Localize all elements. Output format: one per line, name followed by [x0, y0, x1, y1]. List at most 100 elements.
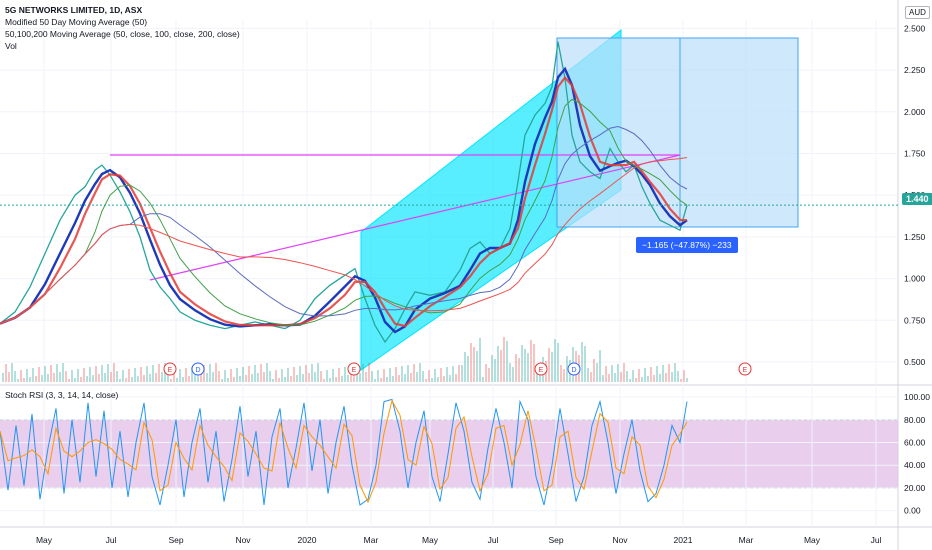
volume-bar — [482, 377, 484, 382]
volume-bar — [617, 364, 619, 382]
volume-bar — [302, 374, 304, 382]
event-marker — [738, 362, 752, 376]
time-tick-label: Jul — [488, 535, 499, 545]
volume-bar — [17, 379, 19, 382]
volume-bar — [137, 376, 139, 382]
volume-bar — [497, 346, 499, 382]
volume-bar — [233, 377, 235, 382]
stoch-tick-label: 0.00 — [904, 506, 921, 516]
volume-bar — [662, 365, 664, 382]
volume-bar — [119, 379, 121, 382]
volume-bar — [341, 376, 343, 382]
volume-bar — [239, 376, 241, 382]
volume-bar — [185, 368, 187, 382]
volume-bar — [659, 374, 661, 382]
volume-bar — [551, 352, 553, 382]
volume-bar — [395, 367, 397, 382]
legend-vol[interactable]: Vol — [5, 41, 17, 51]
volume-bar — [74, 378, 76, 382]
volume-bar — [407, 365, 409, 382]
volume-bar — [5, 364, 7, 382]
volume-bar — [191, 367, 193, 382]
volume-bar — [527, 353, 529, 382]
volume-bar — [386, 377, 388, 382]
stoch-k-line — [0, 398, 688, 506]
time-tick-label: 2020 — [298, 535, 317, 545]
volume-bar — [620, 372, 622, 382]
volume-bar — [284, 377, 286, 382]
volume-bar — [515, 354, 517, 382]
volume-bar — [254, 365, 256, 382]
volume-bar — [194, 375, 196, 382]
event-marker — [567, 362, 581, 376]
volume-bar — [533, 344, 535, 382]
volume-bar — [296, 375, 298, 382]
stoch-d-line — [0, 399, 688, 504]
volume-bar — [329, 378, 331, 382]
volume-bar — [449, 375, 451, 382]
ma-red-line — [0, 75, 688, 328]
volume-bar — [401, 366, 403, 382]
volume-bar — [203, 365, 205, 382]
legend-ma-multi[interactable]: 50,100,200 Moving Average (50, close, 10… — [5, 29, 240, 39]
volume-bar — [398, 375, 400, 382]
volume-bar — [263, 372, 265, 382]
volume-bar — [179, 369, 181, 382]
volume-bar — [377, 370, 379, 382]
volume-bar — [128, 369, 130, 382]
volume-bar — [632, 370, 634, 382]
volume-bar — [62, 363, 64, 382]
volume-bar — [584, 346, 586, 382]
currency-badge[interactable]: AUD — [905, 6, 930, 19]
volume-bar — [440, 368, 442, 382]
volume-bar — [206, 373, 208, 382]
price-tick-label: 0.750 — [904, 315, 926, 325]
volume-bar — [629, 379, 631, 382]
volume-bar — [443, 376, 445, 382]
volume-bar — [518, 358, 520, 382]
volume-bar — [464, 352, 466, 382]
volume-bar — [257, 373, 259, 382]
volume-bar — [425, 379, 427, 382]
volume-bar — [335, 377, 337, 382]
volume-bar — [29, 377, 31, 382]
legend-stoch[interactable]: Stoch RSI (3, 3, 14, 14, close) — [5, 390, 119, 400]
measure-label[interactable]: −1.165 (−47.87%) −233 — [636, 237, 738, 253]
volume-bar — [623, 363, 625, 382]
volume-bar — [473, 347, 475, 382]
volume-bar — [641, 377, 643, 382]
volume-bar — [371, 371, 373, 382]
volume-bar — [494, 359, 496, 382]
volume-bar — [431, 378, 433, 382]
volume-bar — [566, 356, 568, 382]
time-tick-label: May — [804, 535, 821, 545]
volume-bar — [89, 367, 91, 382]
volume-bar — [218, 371, 220, 382]
volume-bar — [98, 374, 100, 382]
volume-bar — [524, 349, 526, 382]
last-price-label: 1.440 — [902, 193, 932, 205]
volume-bar — [221, 379, 223, 382]
volume-bar — [170, 379, 172, 382]
volume-bar — [611, 365, 613, 382]
volume-bar — [599, 350, 601, 382]
volume-bar — [635, 378, 637, 382]
volume-bar — [392, 376, 394, 382]
volume-bar — [41, 375, 43, 382]
event-marker-label: E — [352, 367, 357, 374]
volume-bar — [125, 378, 127, 382]
volume-bar — [644, 368, 646, 382]
volume-bar — [365, 372, 367, 382]
price-series — [0, 41, 688, 344]
price-tick-label: 1.000 — [904, 274, 926, 284]
volume-bar — [362, 364, 364, 382]
time-tick-label: 2021 — [674, 535, 693, 545]
volume-bar — [437, 377, 439, 382]
volume-bar — [161, 372, 163, 382]
volume-bar — [686, 378, 688, 382]
volume-bar — [134, 368, 136, 382]
volume-bar — [209, 364, 211, 382]
legend-ma50[interactable]: Modified 50 Day Moving Average (50) — [5, 17, 148, 27]
volume-bar — [35, 376, 37, 382]
